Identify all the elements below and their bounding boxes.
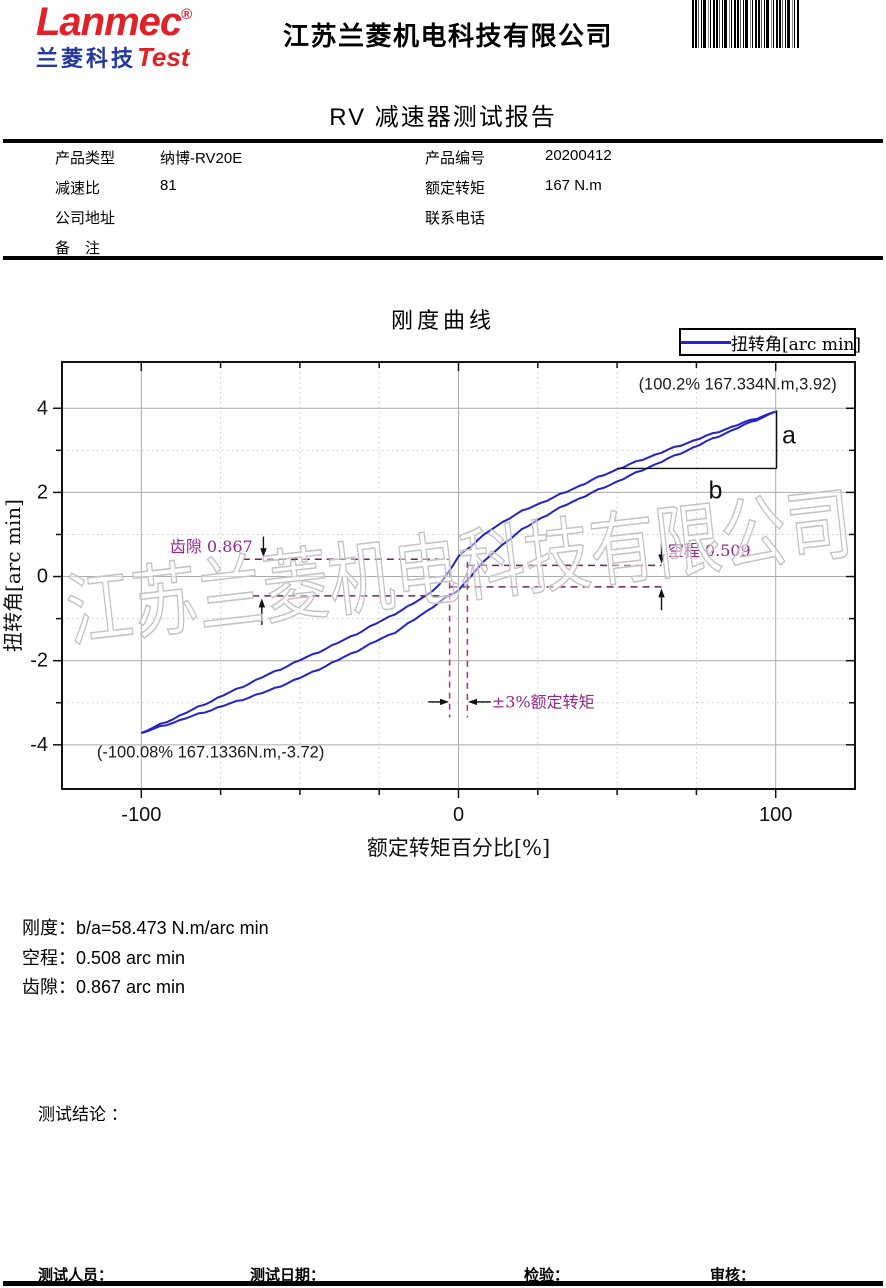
footer-tester-label: 测试人员： — [38, 1267, 114, 1284]
svg-text:-4: -4 — [30, 734, 48, 756]
field-value-rated-torque: 167 N.m — [545, 177, 602, 194]
svg-text:(100.2% 167.334N.m,3.92): (100.2% 167.334N.m,3.92) — [639, 375, 837, 393]
field-label-remarks: 备 注 — [55, 240, 101, 257]
field-value-product-number: 20200412 — [545, 147, 612, 164]
field-label-company-address: 公司地址 — [55, 210, 116, 227]
stiffness-chart: -100 0 100 -4 -2 0 2 4 额定转矩百分比[%] 扭转角[arc min] (10… — [0, 295, 886, 880]
logo-name-text: Lanmec — [36, 0, 182, 44]
info-row: 减速比 81 额定转矩 167 N.m — [0, 177, 886, 201]
footer-inspection-label: 检验： — [524, 1267, 570, 1284]
svg-text:±3%额定转矩: ±3%额定转矩 — [492, 692, 595, 711]
logo-wordmark: Lanmec® — [36, 2, 192, 42]
svg-text:0: 0 — [453, 804, 464, 826]
info-row: 公司地址 联系电话 — [0, 207, 886, 231]
logo-subline: 兰菱科技Test — [36, 44, 192, 70]
field-label-product-type: 产品类型 — [55, 150, 116, 167]
field-value-reduction-ratio: 81 — [160, 177, 177, 194]
field-value-product-type: 纳博-RV20E — [160, 150, 243, 167]
logo-en-text: Test — [137, 42, 190, 72]
svg-text:4: 4 — [37, 397, 48, 419]
svg-text:空程 0.509: 空程 0.509 — [668, 541, 751, 560]
svg-text:100: 100 — [759, 804, 792, 826]
divider-top — [3, 139, 883, 143]
svg-text:2: 2 — [37, 481, 48, 503]
svg-text:江苏兰菱机电科技有限公司: 江苏兰菱机电科技有限公司 — [62, 477, 857, 659]
curve-lower-branch — [141, 410, 777, 734]
legend-label: 扭转角[arc min] — [731, 334, 861, 355]
registered-trademark-icon: ® — [181, 6, 193, 23]
legend-line-sample — [681, 340, 731, 344]
backlash-result: 齿隙：0.867 arc min — [22, 977, 186, 997]
svg-text:0: 0 — [37, 566, 48, 588]
field-label-rated-torque: 额定转矩 — [425, 180, 486, 197]
axes: -100 0 100 -4 -2 0 2 4 额定转矩百分比[%] 扭转角[arc min] — [1, 361, 856, 860]
field-label-product-number: 产品编号 — [425, 150, 486, 167]
conclusion-label: 测试结论 ： — [38, 1105, 128, 1124]
company-name: 江苏兰菱机电科技有限公司 — [283, 21, 614, 51]
plot-svg: -100 0 100 -4 -2 0 2 4 额定转矩百分比[%] 扭转角[arc min] (10… — [1, 361, 858, 860]
stiffness-result: 刚度：b/a=58.473 N.m/arc min — [22, 918, 269, 938]
barcode-icon — [692, 0, 800, 48]
report-title: RV 减速器测试报告 — [329, 104, 557, 131]
svg-text:额定转矩百分比[%]: 额定转矩百分比[%] — [367, 836, 550, 860]
divider-bottom — [3, 1281, 883, 1286]
chart-legend: 扭转角[arc min] — [679, 328, 861, 356]
gridlines — [62, 362, 855, 789]
results-block: 刚度：b/a=58.473 N.m/arc min 空程：0.508 arc m… — [22, 914, 269, 1003]
info-row: 产品类型 纳博-RV20E 产品编号 20200412 — [0, 147, 886, 171]
footer-review-label: 审核： — [710, 1267, 756, 1284]
annotations: (100.2% 167.334N.m,3.92) (-100.08% 167.13… — [97, 375, 837, 761]
footer-test-date-label: 测试日期： — [250, 1267, 326, 1284]
svg-text:(-100.08% 167.1336N.m,-3.72): (-100.08% 167.1336N.m,-3.72) — [97, 743, 324, 761]
divider-table-bottom — [3, 256, 883, 260]
lost-motion-result: 空程：0.508 arc min — [22, 947, 186, 968]
svg-text:扭转角[arc min]: 扭转角[arc min] — [1, 499, 25, 652]
svg-text:齿隙 0.867: 齿隙 0.867 — [170, 537, 253, 556]
svg-text:b: b — [708, 476, 722, 504]
svg-text:-2: -2 — [30, 650, 48, 672]
svg-text:a: a — [782, 422, 796, 450]
svg-text:-100: -100 — [121, 804, 161, 826]
curve-upper-branch — [140, 410, 777, 734]
field-label-reduction-ratio: 减速比 — [55, 180, 101, 197]
field-label-contact-phone: 联系电话 — [425, 210, 486, 227]
series — [140, 410, 777, 734]
logo-cn-text: 兰菱科技 — [36, 46, 137, 71]
watermark: 江苏兰菱机电科技有限公司 — [61, 476, 858, 659]
chart-title: 刚度曲线 — [390, 309, 495, 334]
company-logo: Lanmec® 兰菱科技Test — [36, 2, 192, 70]
info-row: 备 注 — [0, 237, 886, 261]
